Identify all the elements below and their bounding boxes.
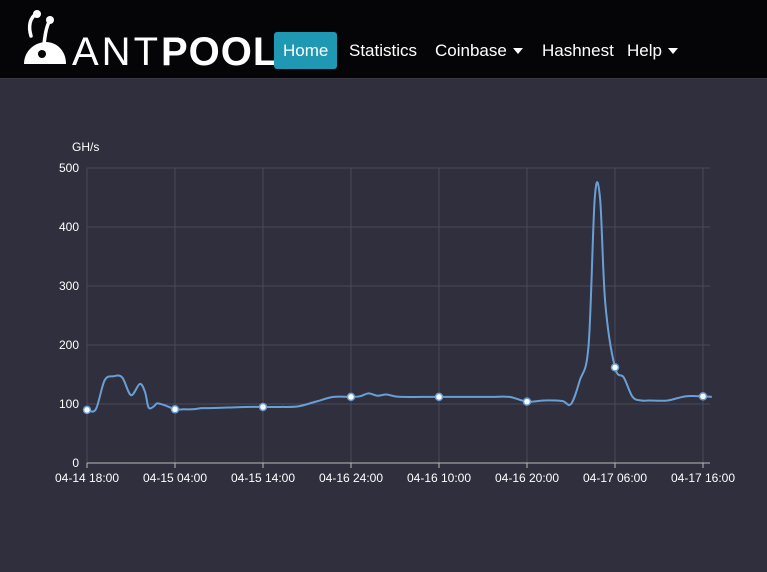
y-tick-label: 400 (59, 220, 79, 234)
ant-logo-icon (24, 10, 66, 64)
nav-home[interactable]: Home (274, 32, 338, 69)
y-tick-label: 100 (59, 397, 79, 411)
data-point[interactable] (258, 402, 268, 412)
x-tick-label: 04-16 10:00 (407, 471, 471, 485)
x-tick-label: 04-16 24:00 (319, 471, 383, 485)
data-point[interactable] (82, 405, 92, 415)
data-point[interactable] (522, 397, 532, 406)
data-point[interactable] (346, 392, 356, 402)
x-tick-label: 04-16 20:00 (495, 471, 559, 485)
brand-name-part1: ANT (72, 30, 161, 74)
nav-help-label: Help (627, 41, 662, 60)
data-point[interactable] (610, 363, 620, 372)
nav-coinbase[interactable]: Coinbase (435, 32, 523, 69)
y-tick-label: 200 (59, 338, 79, 352)
y-tick-label: 500 (59, 161, 79, 175)
brand-name: ANTPOOL (72, 30, 278, 74)
nav-home-label: Home (283, 41, 329, 60)
x-tick-label: 04-15 14:00 (231, 471, 295, 485)
top-navbar: ANTPOOL Home Statistics Coinbase Hashnes… (0, 0, 767, 79)
data-point[interactable] (698, 392, 708, 401)
y-tick-label: 0 (72, 456, 79, 470)
y-axis-label: GH/s (72, 140, 99, 154)
antpool-logo[interactable]: ANTPOOL (22, 6, 277, 74)
nav-hashnest[interactable]: Hashnest (542, 32, 614, 69)
x-tick-label: 04-15 04:00 (143, 471, 207, 485)
nav-statistics[interactable]: Statistics (349, 32, 417, 69)
hashrate-series-line (86, 181, 712, 413)
chevron-down-icon (512, 48, 523, 54)
nav-help[interactable]: Help (627, 32, 678, 69)
x-tick-label: 04-14 18:00 (55, 471, 119, 485)
x-tick-label: 04-17 16:00 (671, 471, 735, 485)
x-tick-label: 04-17 06:00 (583, 471, 647, 485)
brand-name-part2: POOL (161, 30, 279, 74)
data-point[interactable] (170, 405, 180, 414)
nav-statistics-label: Statistics (349, 41, 418, 60)
nav-coinbase-label: Coinbase (435, 41, 507, 60)
hashrate-chart: GH/s 0 100 200 300 400 500 04-14 18:00 04-15 0… (55, 140, 735, 485)
chevron-down-icon (667, 48, 678, 54)
y-tick-label: 300 (59, 279, 79, 293)
nav-hashnest-label: Hashnest (542, 41, 614, 60)
data-point[interactable] (434, 392, 444, 402)
